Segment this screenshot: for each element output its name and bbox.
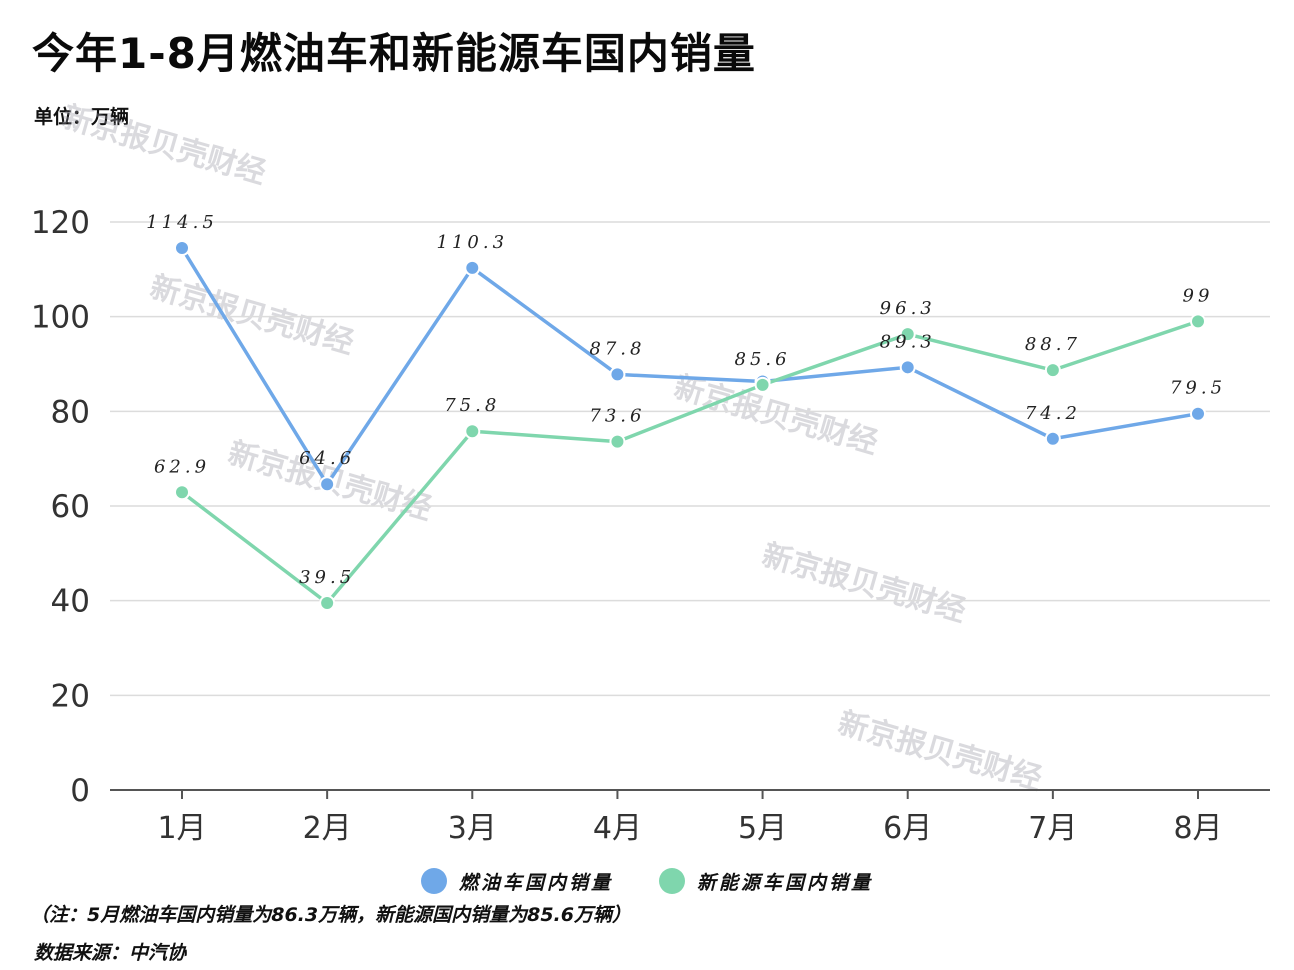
- legend-item-nev[interactable]: 新能源车国内销量: [659, 868, 873, 895]
- footnote: （注：5月燃油车国内销量为86.3万辆，新能源国内销量为85.6万辆）: [30, 904, 631, 926]
- data-label: 87.8: [589, 338, 645, 359]
- data-point: [1044, 362, 1061, 379]
- x-tick-label: 6月: [883, 811, 932, 846]
- legend-item-fuel[interactable]: 燃油车国内销量: [420, 868, 613, 895]
- chart-legend: 燃油车国内销量 新能源车国内销量: [0, 866, 1294, 896]
- y-tick-label: 0: [70, 773, 90, 809]
- data-label: 73.6: [589, 406, 645, 427]
- legend-marker-nev: [659, 868, 685, 894]
- data-point: [319, 595, 336, 612]
- series-line: [180, 319, 1199, 605]
- legend-marker-fuel: [420, 868, 447, 894]
- data-label: 89.3: [880, 331, 936, 352]
- data-label: 99: [1183, 285, 1214, 306]
- legend-label-nev: 新能源车国内销量: [697, 871, 874, 894]
- data-point: [899, 326, 916, 343]
- x-tick-label: 5月: [738, 811, 787, 846]
- data-point: [1190, 313, 1206, 330]
- data-label: 114.5: [146, 212, 218, 233]
- y-tick-label: 80: [51, 394, 90, 430]
- data-point: [899, 359, 916, 376]
- x-tick-label: 3月: [448, 811, 497, 846]
- data-label: 75.8: [444, 395, 500, 416]
- data-point: [1190, 405, 1206, 422]
- x-tick-label: 1月: [157, 811, 206, 846]
- data-label: 110.3: [437, 232, 509, 253]
- unit-label: 单位：万辆: [34, 106, 130, 128]
- x-tick-label: 4月: [593, 811, 642, 846]
- data-label: 62.9: [154, 456, 210, 477]
- series-line: [180, 247, 1199, 486]
- data-label: 96.3: [880, 298, 936, 319]
- data-point: [319, 476, 336, 493]
- data-label: 85.6: [735, 349, 791, 370]
- line-chart: 0 20 40 60 80 100 120 1月 2月 3月 4月 5月 6月 7月 8月 114.5 64.6…: [31, 205, 1270, 846]
- data-label: 74.2: [1025, 403, 1081, 424]
- y-tick-label: 40: [51, 584, 90, 620]
- data-source: 数据来源：中汽协: [34, 942, 187, 964]
- data-point: [174, 240, 190, 257]
- y-tick-label: 60: [51, 489, 90, 525]
- data-point: [609, 433, 626, 450]
- data-point: [754, 376, 771, 393]
- data-point: [464, 423, 481, 440]
- data-point: [174, 484, 190, 501]
- x-tick-label: 2月: [303, 811, 352, 846]
- data-point: [464, 259, 481, 276]
- legend-label-fuel: 燃油车国内销量: [458, 871, 613, 894]
- chart-title: 今年1-8月燃油车和新能源车国内销量: [32, 29, 756, 78]
- data-label: 88.7: [1025, 334, 1081, 355]
- data-label: 79.5: [1170, 378, 1226, 399]
- data-point: [1044, 430, 1061, 447]
- y-tick-label: 20: [51, 678, 90, 714]
- x-tick-label: 8月: [1173, 811, 1222, 846]
- y-tick-label: 120: [31, 205, 90, 241]
- data-label: 39.5: [299, 567, 355, 588]
- y-tick-label: 100: [31, 300, 90, 336]
- data-point: [609, 366, 626, 383]
- data-label: 64.6: [299, 448, 355, 469]
- x-tick-label: 7月: [1028, 811, 1077, 846]
